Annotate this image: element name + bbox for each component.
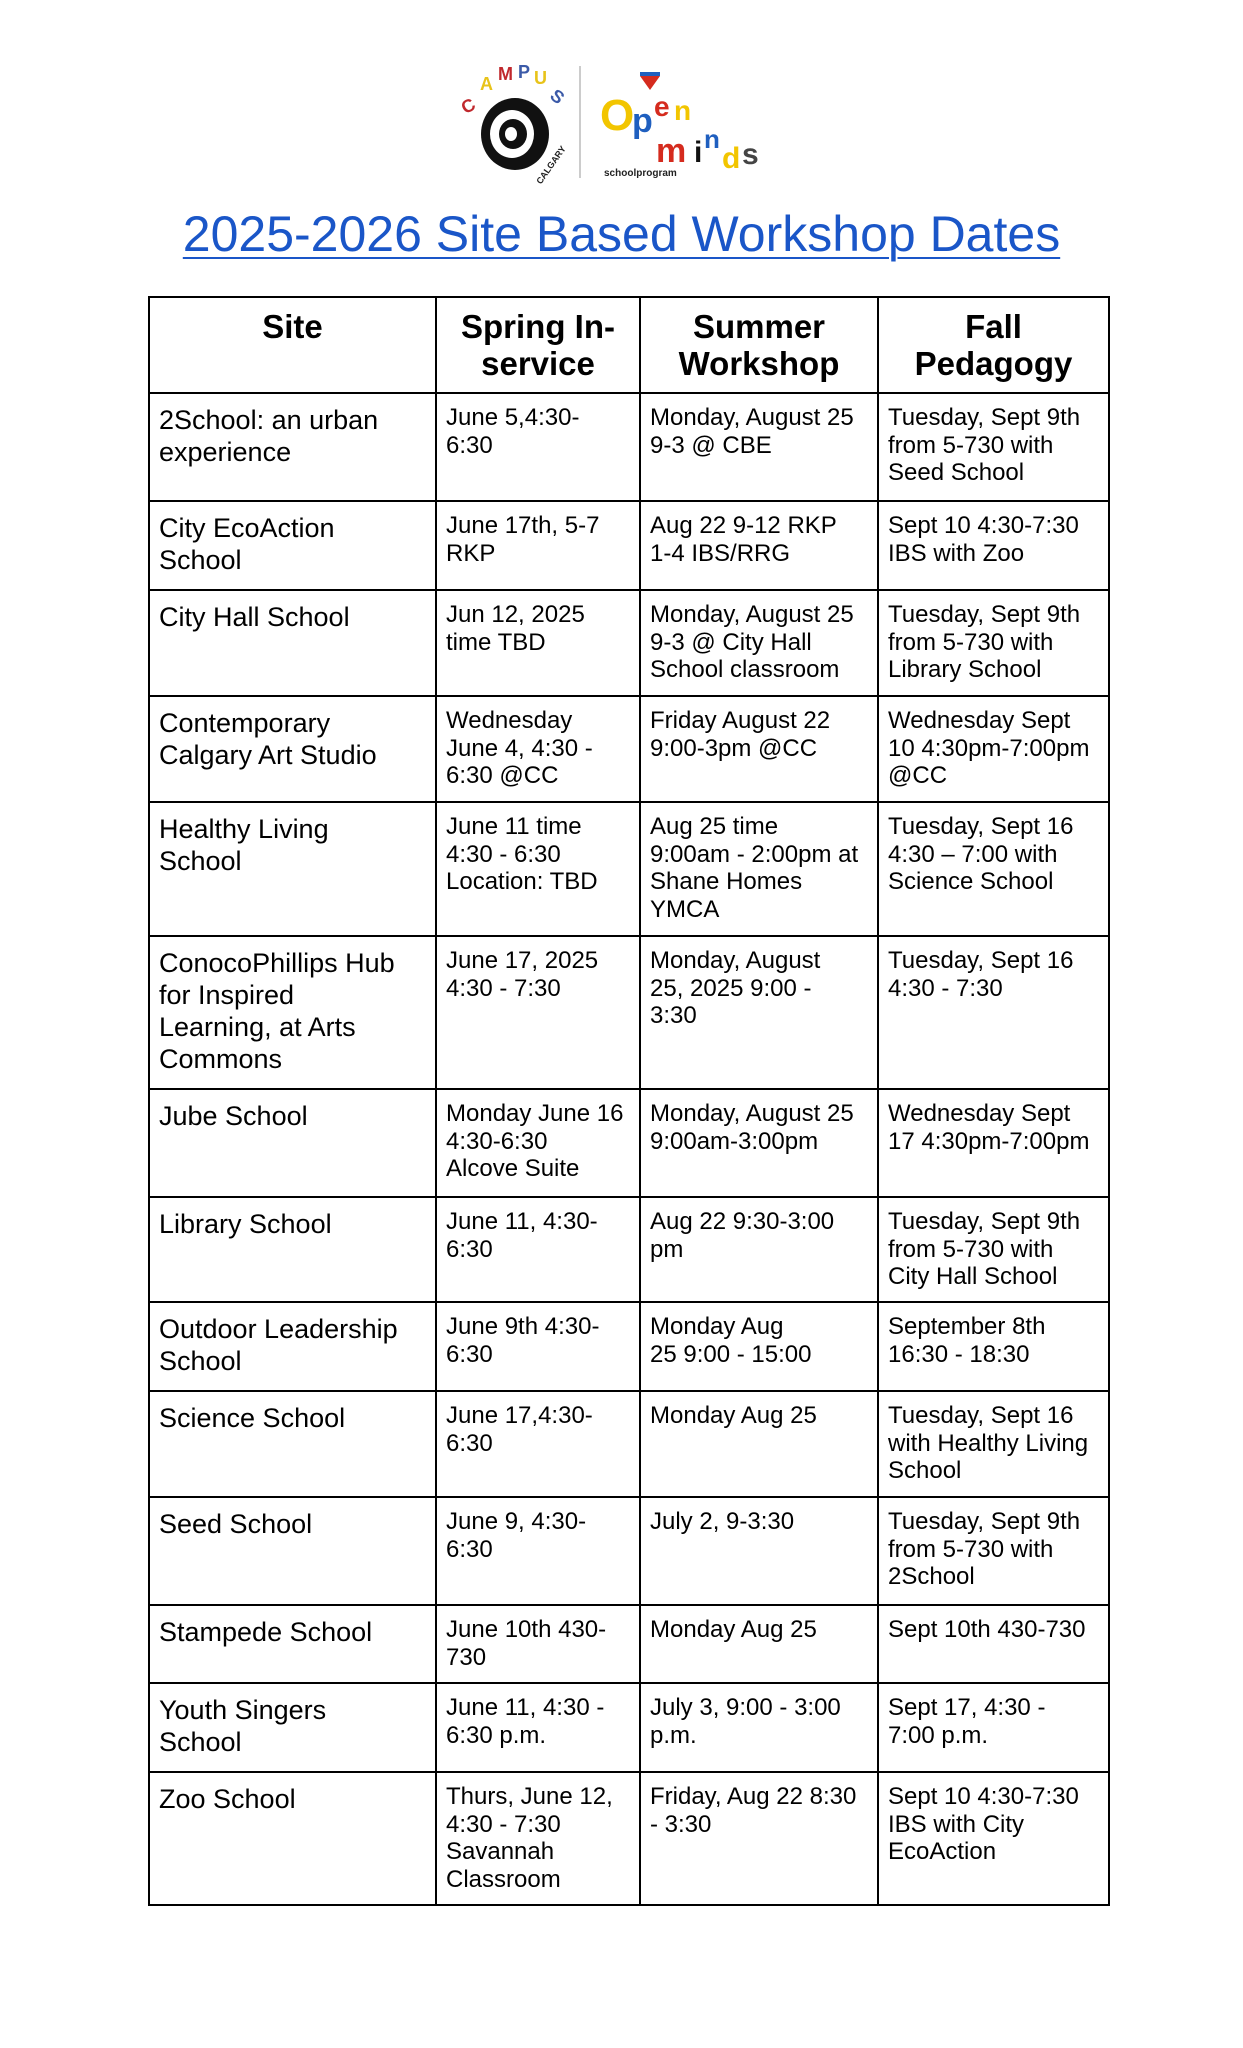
cell-fall: Wednesday Sept 17 4:30pm-7:00pm <box>877 1088 1110 1198</box>
header-fall: Fall Pedagogy <box>877 296 1110 394</box>
cell-spring: June 9, 4:30- 6:30 <box>435 1496 641 1606</box>
cell-site: Library School <box>148 1196 437 1303</box>
page-title[interactable]: 2025-2026 Site Based Workshop Dates <box>182 206 1061 262</box>
cell-fall: Tuesday, Sept 16 4:30 - 7:30 <box>877 935 1110 1090</box>
table-row: ConocoPhillips Hub for Inspired Learning… <box>148 935 1110 1090</box>
cell-summer: Monday, August 25, 2025 9:00 - 3:30 <box>639 935 879 1090</box>
table-row: Zoo School Thurs, June 12, 4:30 - 7:30 Sa… <box>148 1771 1110 1906</box>
svg-text:M: M <box>498 64 513 84</box>
cell-summer: Friday, Aug 22 8:30 - 3:30 <box>639 1771 879 1906</box>
cell-spring: June 5,4:30- 6:30 <box>435 392 641 502</box>
header-site: Site <box>148 296 437 394</box>
cell-spring: Jun 12, 2025 time TBD <box>435 589 641 697</box>
cell-spring: June 17th, 5-7 RKP <box>435 500 641 591</box>
svg-text:p: p <box>632 102 653 140</box>
table-row: Stampede School June 10th 430- 730 Monday … <box>148 1604 1110 1684</box>
cell-spring: June 9th 4:30- 6:30 <box>435 1301 641 1392</box>
table-row: Youth Singers School June 11, 4:30 - 6:30… <box>148 1682 1110 1773</box>
logo-divider <box>579 66 581 178</box>
cell-spring: June 10th 430- 730 <box>435 1604 641 1684</box>
table-row: Seed School June 9, 4:30- 6:30 July 2, 9-3… <box>148 1496 1110 1606</box>
cell-fall: Sept 10th 430-730 <box>877 1604 1110 1684</box>
cell-spring: Wednesday June 4, 4:30 - 6:30 @CC <box>435 695 641 803</box>
cell-site: Zoo School <box>148 1771 437 1906</box>
table-row: Jube School Monday June 16 4:30-6:30 Alco… <box>148 1088 1110 1198</box>
workshop-dates-table: Site Spring In- service Summer Workshop … <box>148 296 1110 1906</box>
cell-summer: Aug 22 9:30-3:00 pm <box>639 1196 879 1303</box>
cell-spring: June 11 time 4:30 - 6:30 Location: TBD <box>435 801 641 937</box>
header-summer: Summer Workshop <box>639 296 879 394</box>
cell-spring: June 11, 4:30 - 6:30 p.m. <box>435 1682 641 1773</box>
table-row: Contemporary Calgary Art Studio Wednesday… <box>148 695 1110 803</box>
table-row: City Hall School Jun 12, 2025 time TBD Mon… <box>148 589 1110 697</box>
svg-text:s: s <box>742 138 759 171</box>
table-row: Healthy Living School June 11 time 4:30 -… <box>148 801 1110 937</box>
cell-summer: Monday, August 25 9-3 @ CBE <box>639 392 879 502</box>
svg-text:A: A <box>480 74 493 94</box>
table-header-row: Site Spring In- service Summer Workshop … <box>148 296 1110 394</box>
cell-fall: September 8th 16:30 - 18:30 <box>877 1301 1110 1392</box>
cell-fall: Tuesday, Sept 9th from 5-730 with 2Schoo… <box>877 1496 1110 1606</box>
cell-fall: Sept 17, 4:30 - 7:00 p.m. <box>877 1682 1110 1773</box>
cell-site: Healthy Living School <box>148 801 437 937</box>
svg-text:O: O <box>600 91 634 140</box>
cell-fall: Tuesday, Sept 9th from 5-730 with Seed S… <box>877 392 1110 502</box>
cell-spring: June 11, 4:30- 6:30 <box>435 1196 641 1303</box>
cell-site: Youth Singers School <box>148 1682 437 1773</box>
cell-summer: Monday Aug 25 9:00 - 15:00 <box>639 1301 879 1392</box>
cell-site: City Hall School <box>148 589 437 697</box>
svg-text:n: n <box>674 95 691 126</box>
cell-summer: Aug 25 time 9:00am - 2:00pm at Shane Hom… <box>639 801 879 937</box>
logos: C A M P U S CALGARY <box>458 62 790 187</box>
cell-fall: Tuesday, Sept 16 4:30 – 7:00 with Scienc… <box>877 801 1110 937</box>
cell-spring: June 17, 2025 4:30 - 7:30 <box>435 935 641 1090</box>
cell-site: 2School: an urban experience <box>148 392 437 502</box>
svg-text:d: d <box>722 142 740 175</box>
campus-calgary-logo: C A M P U S CALGARY <box>458 62 569 186</box>
cell-site: Seed School <box>148 1496 437 1606</box>
svg-text:C: C <box>460 94 479 118</box>
cell-spring: June 17,4:30- 6:30 <box>435 1390 641 1498</box>
svg-text:P: P <box>518 62 530 82</box>
cell-summer: July 3, 9:00 - 3:00 p.m. <box>639 1682 879 1773</box>
svg-text:U: U <box>534 68 547 88</box>
cell-fall: Tuesday, Sept 9th from 5-730 with City H… <box>877 1196 1110 1303</box>
svg-text:m: m <box>656 132 686 170</box>
cell-fall: Sept 10 4:30-7:30 IBS with City EcoActio… <box>877 1771 1110 1906</box>
cell-site: Outdoor Leadership School <box>148 1301 437 1392</box>
cell-spring: Monday June 16 4:30-6:30 Alcove Suite <box>435 1088 641 1198</box>
cell-site: Science School <box>148 1390 437 1498</box>
cell-summer: Monday Aug 25 <box>639 1604 879 1684</box>
cell-summer: July 2, 9-3:30 <box>639 1496 879 1606</box>
cell-summer: Aug 22 9-12 RKP 1-4 IBS/RRG <box>639 500 879 591</box>
cell-summer: Friday August 22 9:00-3pm @CC <box>639 695 879 803</box>
table-row: Library School June 11, 4:30- 6:30 Aug 22 … <box>148 1196 1110 1303</box>
open-minds-logo: O p e n m i n d s schoolprogram <box>600 68 780 183</box>
cell-site: City EcoAction School <box>148 500 437 591</box>
table-row: City EcoAction School June 17th, 5-7 RKP A… <box>148 500 1110 591</box>
svg-text:e: e <box>654 91 670 122</box>
cell-fall: Sept 10 4:30-7:30 IBS with Zoo <box>877 500 1110 591</box>
table-row: 2School: an urban experience June 5,4:30-… <box>148 392 1110 502</box>
cell-summer: Monday, August 25 9:00am-3:00pm <box>639 1088 879 1198</box>
cell-summer: Monday, August 25 9-3 @ City Hall School… <box>639 589 879 697</box>
cell-site: ConocoPhillips Hub for Inspired Learning… <box>148 935 437 1090</box>
header-spring: Spring In- service <box>435 296 641 394</box>
cell-site: Contemporary Calgary Art Studio <box>148 695 437 803</box>
svg-text:S: S <box>546 85 568 108</box>
cell-site: Stampede School <box>148 1604 437 1684</box>
svg-text:schoolprogram: schoolprogram <box>604 168 677 179</box>
cell-site: Jube School <box>148 1088 437 1198</box>
table-row: Outdoor Leadership School June 9th 4:30- … <box>148 1301 1110 1392</box>
cell-spring: Thurs, June 12, 4:30 - 7:30 Savannah Cla… <box>435 1771 641 1906</box>
svg-text:n: n <box>704 124 720 154</box>
cell-fall: Wednesday Sept 10 4:30pm-7:00pm @CC <box>877 695 1110 803</box>
cell-fall: Tuesday, Sept 16 with Healthy Living Sch… <box>877 1390 1110 1498</box>
cell-summer: Monday Aug 25 <box>639 1390 879 1498</box>
cell-fall: Tuesday, Sept 9th from 5-730 with Librar… <box>877 589 1110 697</box>
table-row: Science School June 17,4:30- 6:30 Monday A… <box>148 1390 1110 1498</box>
svg-text:i: i <box>694 136 702 169</box>
